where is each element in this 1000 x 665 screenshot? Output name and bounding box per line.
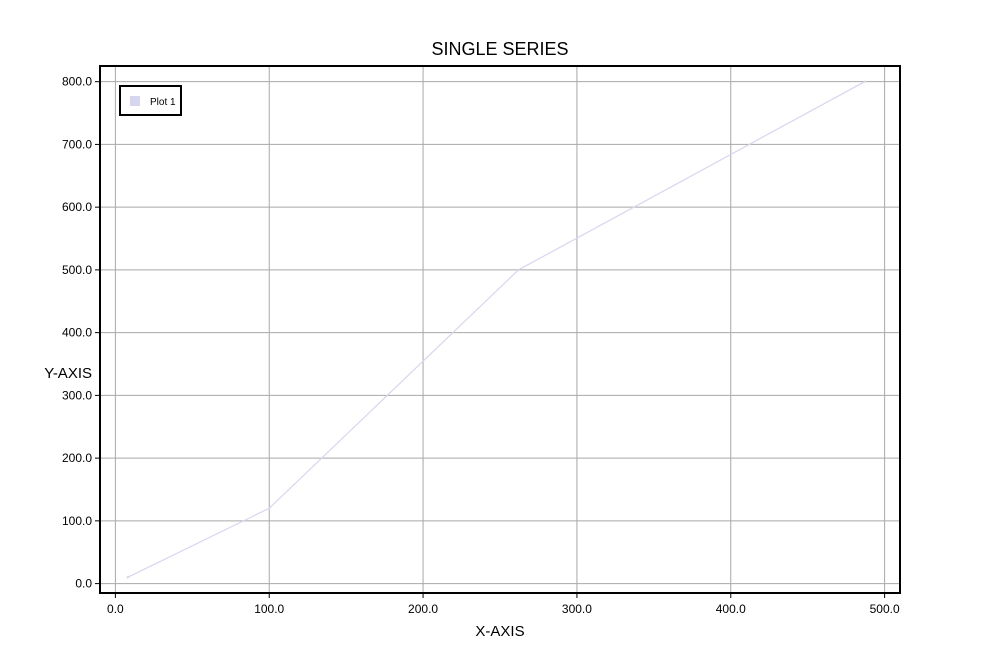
y-axis-label: Y-AXIS bbox=[44, 365, 92, 382]
y-tick-label: 200.0 bbox=[62, 451, 92, 465]
y-tick-label: 600.0 bbox=[62, 200, 92, 214]
data-point bbox=[517, 268, 520, 272]
chart-title: SINGLE SERIES bbox=[431, 39, 568, 59]
series-line-plot-1 bbox=[127, 81, 865, 578]
y-tick-label: 0.0 bbox=[75, 577, 92, 591]
x-tick-label: 100.0 bbox=[254, 602, 284, 616]
x-tick-label: 400.0 bbox=[716, 602, 746, 616]
x-tick-label: 0.0 bbox=[107, 602, 124, 616]
legend-label: Plot 1 bbox=[150, 97, 176, 108]
data-point bbox=[126, 576, 129, 579]
y-tick-label: 800.0 bbox=[62, 75, 92, 89]
y-tick-label: 700.0 bbox=[62, 137, 92, 151]
data-point bbox=[268, 507, 271, 510]
y-tick-label: 300.0 bbox=[62, 388, 92, 402]
legend-swatch bbox=[130, 96, 140, 106]
x-tick-label: 200.0 bbox=[408, 602, 438, 616]
series-layer bbox=[126, 80, 866, 579]
x-tick-label: 500.0 bbox=[870, 602, 900, 616]
x-tick-label: 300.0 bbox=[562, 602, 592, 616]
y-tick-label: 400.0 bbox=[62, 326, 92, 340]
grid-layer bbox=[100, 66, 900, 593]
plot-frame bbox=[99, 65, 901, 594]
y-tick-label: 500.0 bbox=[62, 263, 92, 277]
legend: Plot 1 bbox=[119, 85, 182, 116]
y-tick-label: 100.0 bbox=[62, 514, 92, 528]
tick-layer: 0.0 100.0 200.0 300.0 400.0 500.0 0.0 100.0 200.… bbox=[62, 75, 900, 616]
data-point bbox=[863, 80, 866, 83]
x-axis-label: X-AXIS bbox=[475, 623, 524, 640]
